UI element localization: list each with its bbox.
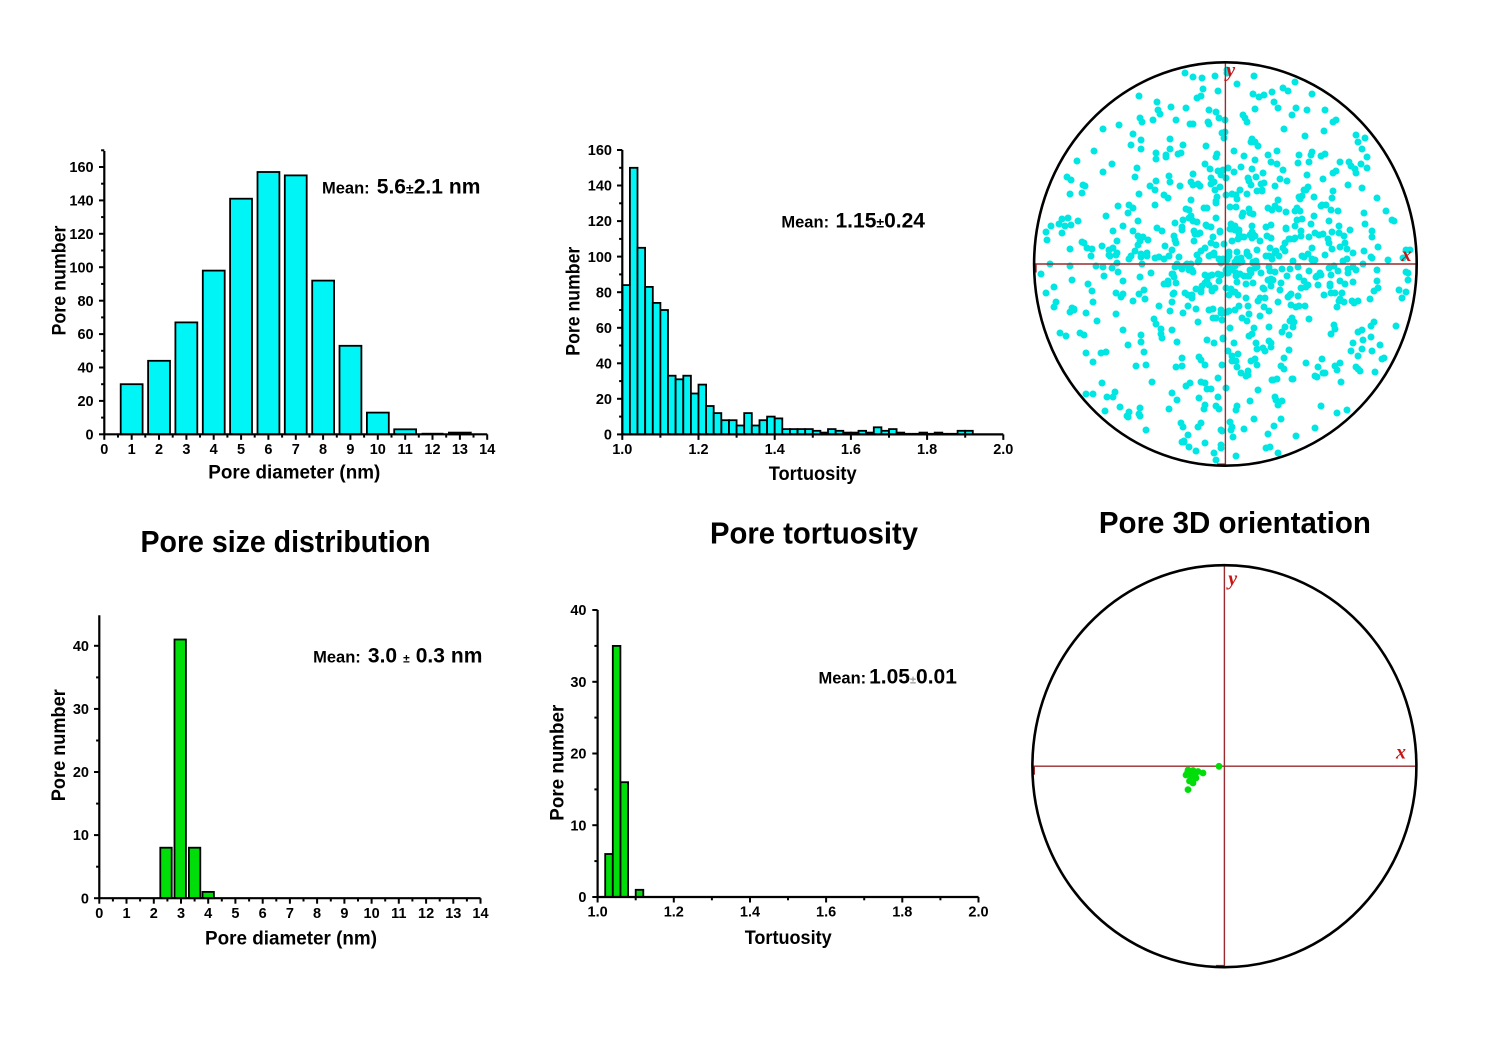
svg-text:120: 120 [588,214,612,230]
svg-text:7: 7 [286,906,294,922]
svg-text:13: 13 [445,906,461,922]
svg-text:40: 40 [596,356,612,372]
svg-text:3.0±0.3nm: 3.0 ±0.3 nm [368,644,483,667]
svg-text:1.0: 1.0 [588,905,608,921]
svg-text:12: 12 [418,906,434,922]
svg-text:4: 4 [210,442,218,458]
svg-text:30: 30 [570,675,586,691]
svg-text:0: 0 [86,427,94,443]
svg-text:Mean:: Mean: [781,214,829,232]
svg-text:20: 20 [73,765,89,781]
svg-text:11: 11 [398,442,413,458]
svg-text:0: 0 [604,428,612,444]
svg-text:20: 20 [596,392,612,408]
svg-text:Pore number: Pore number [48,225,70,335]
svg-text:3: 3 [177,906,185,922]
svg-text:0: 0 [81,891,89,907]
svg-text:10: 10 [73,828,89,844]
svg-text:10: 10 [570,818,586,834]
svg-text:60: 60 [596,321,612,337]
svg-text:9: 9 [346,442,354,458]
svg-text:Mean:: Mean: [819,670,867,688]
svg-text:5: 5 [237,442,245,458]
svg-text:20: 20 [570,747,586,763]
svg-text:1: 1 [128,442,136,458]
svg-text:1: 1 [122,906,130,922]
svg-text:11: 11 [391,906,406,922]
svg-text:80: 80 [77,294,93,310]
svg-text:Pore number: Pore number [563,246,585,355]
svg-text:10: 10 [370,442,386,458]
svg-text:100: 100 [588,250,612,266]
svg-text:1.2: 1.2 [688,442,708,458]
svg-text:1.05±0.01: 1.05±0.01 [869,666,957,689]
svg-text:6: 6 [264,442,272,458]
svg-text:Mean:: Mean: [322,179,370,197]
svg-text:40: 40 [570,603,586,619]
svg-text:8: 8 [319,442,327,458]
svg-text:1.15±0.24: 1.15±0.24 [836,210,926,233]
svg-text:Pore number: Pore number [547,704,569,820]
svg-text:5.6±2.1nm: 5.6±2.1 nm [377,175,481,198]
svg-text:13: 13 [452,442,468,458]
svg-text:2: 2 [150,906,158,922]
svg-text:9: 9 [340,906,348,922]
svg-text:x: x [1401,244,1412,266]
svg-text:Pore diameter (nm): Pore diameter (nm) [208,462,380,484]
svg-text:160: 160 [588,143,612,159]
svg-text:1.6: 1.6 [816,905,836,921]
svg-text:6: 6 [259,906,267,922]
svg-text:1.8: 1.8 [892,905,912,921]
svg-text:y: y [1226,568,1237,590]
svg-text:60: 60 [77,327,93,343]
svg-text:x: x [1395,742,1406,764]
svg-text:1.4: 1.4 [765,442,785,458]
svg-text:80: 80 [596,285,612,301]
svg-text:8: 8 [313,906,321,922]
svg-text:40: 40 [73,639,89,655]
svg-text:0: 0 [100,442,108,458]
svg-text:Pore 3D orientation: Pore 3D orientation [1099,505,1371,540]
svg-text:Tortuosity: Tortuosity [745,927,832,949]
svg-text:3: 3 [182,442,190,458]
svg-text:0: 0 [95,906,103,922]
svg-text:1.6: 1.6 [841,442,861,458]
svg-text:160: 160 [69,160,93,176]
svg-text:2: 2 [155,442,163,458]
svg-text:y: y [1224,60,1235,82]
svg-text:Pore size distribution: Pore size distribution [141,524,431,559]
svg-text:14: 14 [472,906,488,922]
svg-text:Pore tortuosity: Pore tortuosity [710,515,919,550]
svg-text:10: 10 [364,906,380,922]
svg-text:20: 20 [77,394,93,410]
svg-text:30: 30 [73,702,89,718]
svg-text:2.0: 2.0 [968,905,988,921]
svg-text:120: 120 [69,227,93,243]
svg-text:4: 4 [204,906,212,922]
svg-text:0: 0 [578,890,586,906]
svg-text:14: 14 [479,442,495,458]
svg-text:40: 40 [77,361,93,377]
svg-text:2.0: 2.0 [993,442,1013,458]
svg-text:Pore number: Pore number [48,689,70,801]
svg-text:5: 5 [231,906,239,922]
svg-text:1.0: 1.0 [612,442,632,458]
svg-text:12: 12 [424,442,440,458]
svg-text:Mean:: Mean: [313,648,361,666]
svg-text:7: 7 [292,442,300,458]
svg-text:1.4: 1.4 [740,905,760,921]
svg-text:Pore diameter (nm): Pore diameter (nm) [205,927,377,949]
svg-text:140: 140 [69,194,93,210]
svg-text:1.8: 1.8 [917,442,937,458]
svg-text:1.2: 1.2 [664,905,684,921]
svg-text:Tortuosity: Tortuosity [769,463,857,485]
svg-text:100: 100 [69,260,93,276]
svg-text:140: 140 [588,179,612,195]
